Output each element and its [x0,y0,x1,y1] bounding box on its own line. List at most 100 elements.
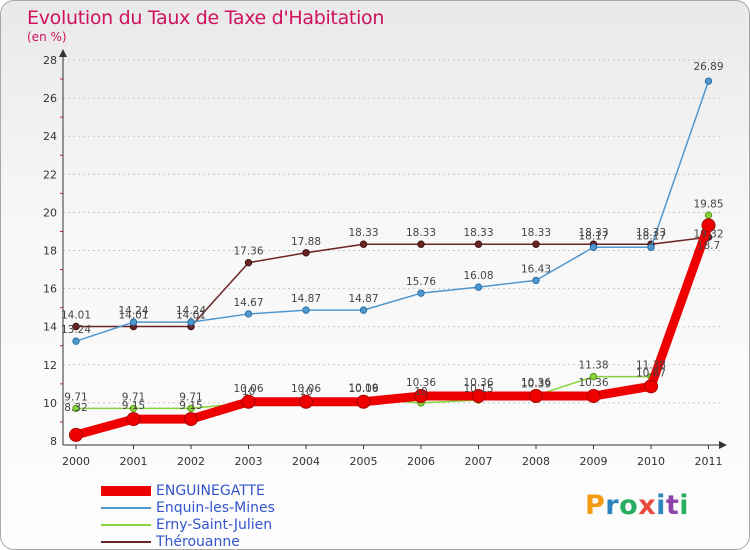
logo-letter: i [656,490,666,521]
data-label-erny-saint-julien: 10.19 [348,382,378,394]
data-label-erny-saint-julien: 10 [414,386,427,398]
data-label-enquin-les-mines: 18.17 [636,230,666,242]
data-label-enquin-les-mines: 26.89 [693,61,723,73]
data-point-enquin-les-mines [647,243,655,251]
data-point-enguinegatte [241,394,256,409]
data-point-enguinegatte [126,412,141,427]
legend-item-enguinegatte: ENGUINEGATTE [101,483,341,500]
data-point-enguinegatte [644,379,658,394]
legend-item-enquin-les-mines: Enquin-les-Mines [101,500,341,517]
data-point-enguinegatte [471,389,486,404]
x-tick-label: 2003 [235,455,263,468]
legend-swatch-enguinegatte [101,486,151,496]
data-point-enquin-les-mines [704,77,713,85]
data-point-enquin-les-mines [302,306,310,314]
series-line-enguinegatte [74,223,713,440]
data-label-enguinegatte: 10.36 [521,377,551,389]
data-point-enquin-les-mines [532,276,540,285]
series-line-therouanne [76,236,709,328]
data-point-enguinegatte [69,427,83,442]
data-label-enguinegatte: 8.32 [64,402,87,414]
legend-label-therouanne: Thérouanne [156,534,240,550]
data-point-enquin-les-mines [187,318,195,326]
legend-swatch-enquin-les-mines [101,507,151,509]
data-label-therouanne: 18.33 [463,227,493,239]
data-point-therouanne [302,249,310,257]
x-tick-label: 2007 [465,455,493,468]
y-tick-label: 16 [43,283,57,296]
data-point-enquin-les-mines [244,310,253,318]
data-point-therouanne [532,240,540,248]
data-point-enguinegatte [701,218,716,233]
data-point-therouanne [417,240,425,248]
data-point-therouanne [474,240,483,248]
data-label-enquin-les-mines: 14.24 [176,305,206,317]
legend-item-therouanne: Thérouanne [101,534,341,550]
data-point-enquin-les-mines [589,243,598,251]
data-label-enguinegatte: 10.36 [463,377,493,389]
logo-letter: r [605,490,620,521]
x-tick-label: 2000 [62,455,90,468]
data-point-enguinegatte [586,389,601,404]
chart-subtitle: (en %) [27,30,67,44]
logo-letter: x [638,490,657,521]
logo-letter: P [585,490,606,521]
data-point-enquin-les-mines [72,337,80,345]
x-tick-label: 2010 [637,455,665,468]
data-label-therouanne: 18.33 [348,227,378,239]
x-tick-label: 2005 [350,455,378,468]
x-tick-label: 2011 [695,455,723,468]
data-point-enguinegatte [356,394,371,409]
data-label-enquin-les-mines: 14.87 [348,293,378,305]
logo-letter: i [679,490,690,521]
data-point-erny-saint-julien [589,372,598,381]
data-label-enguinegatte: 10.06 [233,383,263,395]
y-tick-label: 24 [43,130,57,143]
data-label-therouanne: 18.33 [636,227,666,239]
data-point-enquin-les-mines [129,318,138,326]
data-point-erny-saint-julien [704,211,713,219]
data-point-enguinegatte [299,394,313,409]
proxiti-logo: Proxiti [585,490,689,521]
data-label-enguinegatte: 10.06 [291,383,321,395]
data-point-erny-saint-julien [72,404,80,413]
logo-letter: o [619,490,639,521]
data-label-therouanne: 18.33 [521,227,551,239]
x-axis-arrow [719,441,727,449]
legend-swatch-therouanne [101,541,151,543]
series-line-enquin-les-mines [75,80,710,342]
data-label-erny-saint-julien: 9.71 [122,391,145,403]
data-label-therouanne: 17.88 [291,236,321,248]
logo-letter: t [665,490,680,521]
data-label-erny-saint-julien: 11.38 [636,360,666,372]
y-tick-label: 12 [43,359,57,372]
x-tick-label: 2006 [407,455,435,468]
x-tick-label: 2004 [292,455,320,468]
y-tick-label: 18 [43,245,57,258]
data-label-enguinegatte: 10.06 [348,383,378,395]
legend-item-erny-saint-julien: Erny-Saint-Julien [101,517,341,534]
x-tick-label: 2009 [580,455,608,468]
data-label-erny-saint-julien: 9.71 [64,391,87,403]
data-point-enquin-les-mines [359,306,368,314]
data-point-enquin-les-mines [474,283,483,291]
y-tick-label: 20 [43,206,57,219]
y-tick-label: 22 [43,168,57,181]
data-label-therouanne: 17.36 [233,246,263,258]
data-label-enquin-les-mines: 16.43 [521,263,551,275]
data-label-therouanne: 14.01 [176,310,206,322]
data-point-therouanne [244,258,253,267]
data-label-enquin-les-mines: 18.17 [578,230,608,242]
legend-swatch-erny-saint-julien [101,524,151,526]
data-label-therouanne: 14.01 [61,310,91,322]
y-tick-label: 14 [43,321,57,334]
chart-title: Evolution du Taux de Taxe d'Habitation [27,7,385,29]
legend: ENGUINEGATTE Enquin-les-Mines Erny-Saint… [101,483,341,550]
data-label-erny-saint-julien: 10.15 [463,383,493,395]
legend-label-erny-saint-julien: Erny-Saint-Julien [156,517,273,533]
data-point-erny-saint-julien [129,404,138,413]
data-point-enguinegatte [184,412,198,427]
data-label-enguinegatte: 9.15 [179,400,202,412]
